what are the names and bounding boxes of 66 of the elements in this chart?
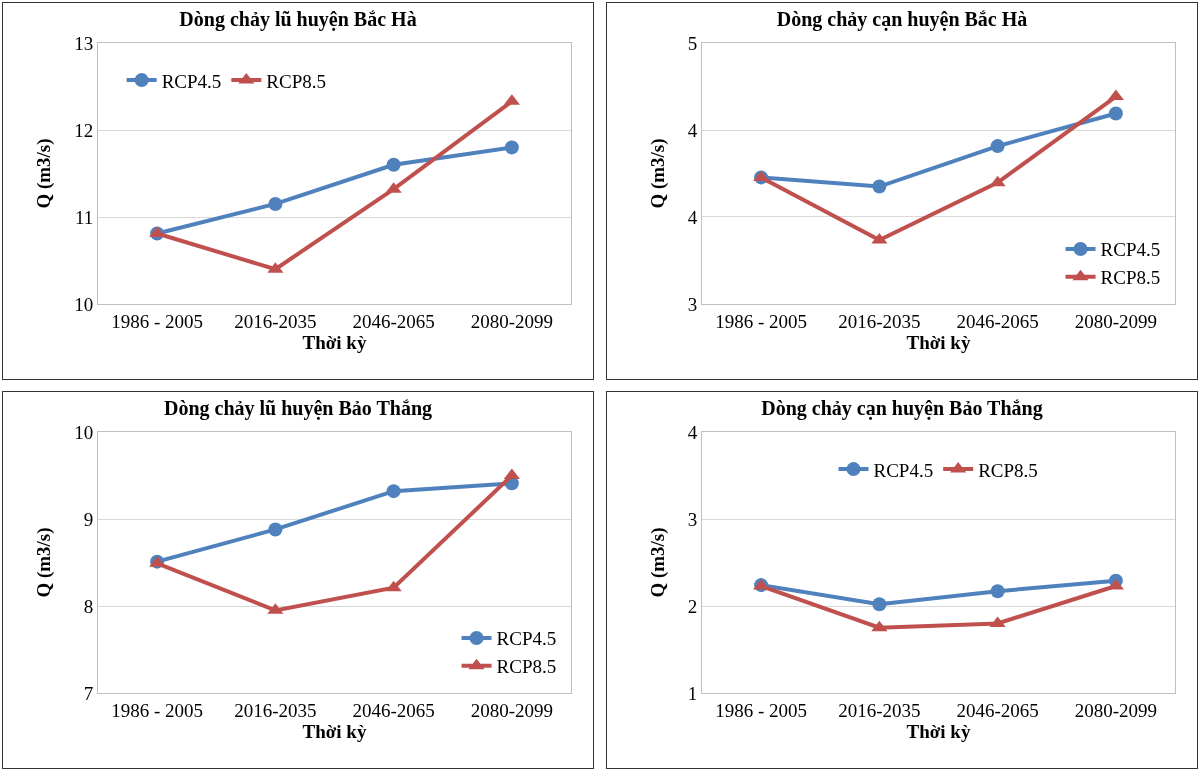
- x-tick-label: 2080-2099: [1074, 310, 1158, 332]
- legend-label: RCP4.5: [873, 459, 934, 481]
- point: [872, 597, 887, 612]
- y-tick-label: 10: [74, 421, 94, 443]
- x-tick-label: 2016-2035: [838, 310, 921, 332]
- point: [990, 584, 1005, 599]
- y-tick-label: 4: [687, 206, 698, 228]
- x-tick-label: 2080-2099: [470, 310, 554, 332]
- point: [989, 175, 1006, 187]
- y-tick-label: 9: [83, 508, 94, 530]
- legend-label: RCP4.5: [161, 70, 222, 92]
- x-tick-label: 2046-2065: [352, 310, 435, 332]
- legend-label: RCP8.5: [978, 459, 1038, 481]
- y-axis-title: Q (m3/s): [646, 527, 669, 598]
- point: [1107, 89, 1124, 101]
- y-tick-label: 1: [687, 682, 698, 704]
- point: [268, 522, 283, 537]
- x-tick-label: 1986 - 2005: [715, 699, 808, 721]
- x-axis-title: Thời kỳ: [302, 331, 367, 353]
- point: [504, 140, 519, 155]
- x-tick-label: 1986 - 2005: [111, 310, 204, 332]
- y-tick-label: 4: [687, 119, 698, 141]
- y-tick-label: 12: [74, 119, 94, 141]
- point: [385, 580, 402, 592]
- chart-title: Dòng chảy lũ huyện Bắc Hà: [179, 8, 417, 32]
- x-axis-title: Thời kỳ: [906, 720, 971, 742]
- point: [386, 484, 401, 499]
- y-tick-label: 5: [687, 32, 698, 54]
- point: [990, 139, 1005, 154]
- point: [871, 620, 888, 632]
- point: [872, 179, 887, 194]
- y-tick-label: 3: [687, 508, 698, 530]
- x-tick-label: 2016-2035: [234, 310, 317, 332]
- x-tick-label: 2016-2035: [838, 699, 921, 721]
- y-axis-title: Q (m3/s): [33, 138, 56, 209]
- y-tick-label: 8: [83, 595, 94, 617]
- chart-title: Dòng chảy cạn huyện Bảo Thắng: [761, 397, 1043, 421]
- y-axis-title: Q (m3/s): [646, 138, 669, 209]
- y-tick-label: 4: [687, 421, 698, 443]
- point: [1108, 106, 1123, 121]
- point: [268, 196, 283, 211]
- legend-label: RCP4.5: [496, 628, 557, 650]
- y-tick-label: 7: [83, 682, 94, 704]
- x-tick-label: 2080-2099: [1074, 699, 1158, 721]
- x-tick-label: 2046-2065: [352, 699, 435, 721]
- y-tick-label: 3: [687, 293, 698, 315]
- x-tick-label: 2046-2065: [956, 699, 1039, 721]
- legend-label: RCP8.5: [266, 70, 326, 92]
- x-axis-title: Thời kỳ: [906, 331, 971, 353]
- chart-title: Dòng chảy cạn huyện Bắc Hà: [776, 8, 1028, 32]
- point: [386, 157, 401, 172]
- x-tick-label: 2016-2035: [234, 699, 317, 721]
- x-tick-label: 2046-2065: [956, 310, 1039, 332]
- x-tick-label: 1986 - 2005: [715, 310, 808, 332]
- y-tick-label: 2: [687, 595, 698, 617]
- chart-title: Dòng chảy lũ huyện Bảo Thắng: [163, 397, 433, 421]
- legend-label: RCP8.5: [496, 656, 557, 678]
- y-tick-label: 10: [74, 293, 94, 315]
- y-tick-label: 13: [74, 32, 94, 54]
- x-axis-title: Thời kỳ: [302, 720, 367, 742]
- x-tick-label: 1986 - 2005: [111, 699, 204, 721]
- y-tick-label: 11: [74, 206, 94, 228]
- legend-label: RCP4.5: [1100, 239, 1161, 261]
- x-tick-label: 2080-2099: [470, 699, 554, 721]
- y-axis-title: Q (m3/s): [33, 527, 56, 598]
- legend-label: RCP8.5: [1100, 267, 1161, 289]
